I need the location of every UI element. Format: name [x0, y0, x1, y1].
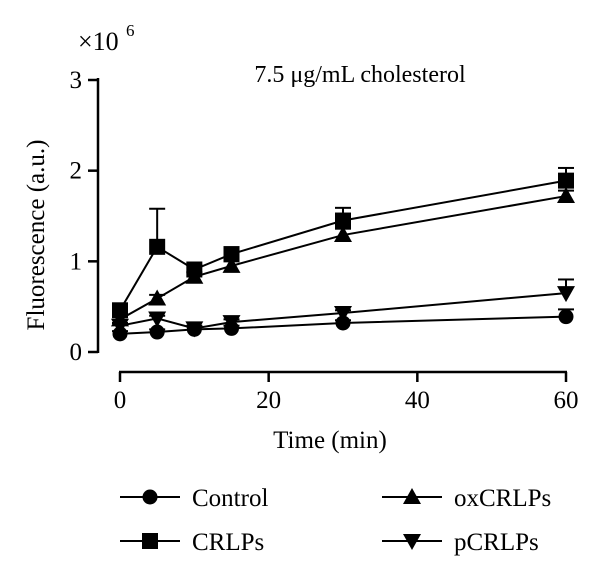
- y-tick-label: 2: [70, 158, 83, 185]
- legend: Control oxCRLPs CRLPs pCRLPs: [120, 485, 551, 556]
- legend-label-oxcrlps: oxCRLPs: [454, 485, 551, 512]
- y-tick-label: 3: [70, 67, 83, 94]
- data-point-pcrlps: [185, 321, 204, 338]
- legend-label-control: Control: [192, 485, 268, 512]
- series-crlps: [112, 166, 574, 319]
- data-point-pcrlps: [222, 315, 241, 332]
- x-tick-label: 60: [554, 387, 579, 414]
- data-point-pcrlps: [334, 306, 352, 323]
- y-multiplier-exponent: 6: [126, 21, 135, 40]
- x-axis-label: Time (min): [273, 427, 387, 454]
- legend-label-pcrlps: pCRLPs: [454, 529, 539, 556]
- legend-label-crlps: CRLPs: [192, 529, 264, 556]
- data-point-pcrlps: [557, 286, 575, 303]
- x-tick-label: 0: [114, 387, 127, 414]
- data-point-control: [558, 309, 574, 325]
- legend-item-pcrlps: pCRLPs: [382, 529, 539, 556]
- y-axis-multiplier: ×10 6: [78, 21, 135, 56]
- chart-title: 7.5 μg/mL cholesterol: [254, 62, 466, 88]
- data-point-oxcrlps: [334, 226, 352, 243]
- y-multiplier-base: ×10: [78, 27, 119, 56]
- data-point-oxcrlps: [557, 187, 575, 204]
- data-point-oxcrlps: [148, 289, 167, 306]
- series-line-crlps: [119, 179, 567, 311]
- legend-marker-oxcrlps: [403, 488, 421, 504]
- legend-marker-pcrlps: [403, 534, 421, 550]
- legend-item-control: Control: [120, 485, 268, 512]
- legend-marker-control: [142, 489, 158, 505]
- data-point-oxcrlps: [222, 256, 241, 273]
- series-pcrlps: [111, 278, 575, 338]
- data-point-crlps: [149, 238, 166, 255]
- data-point-oxcrlps: [185, 267, 204, 284]
- data-point-crlps: [112, 302, 128, 319]
- data-point-crlps: [558, 172, 574, 189]
- legend-item-oxcrlps: oxCRLPs: [382, 485, 551, 512]
- data-point-crlps: [223, 246, 240, 263]
- plot-area: 0 1 2 3 0 20 40 60: [70, 67, 579, 414]
- data-point-control: [149, 324, 165, 340]
- legend-marker-crlps: [142, 533, 158, 549]
- series-line-pcrlps: [119, 292, 567, 330]
- data-point-pcrlps: [111, 318, 129, 335]
- x-tick-label: 40: [405, 387, 430, 414]
- data-point-crlps: [335, 212, 351, 229]
- y-tick-label: 1: [70, 248, 83, 275]
- data-point-pcrlps: [148, 311, 167, 328]
- y-axis-label: Fluorescence (a.u.): [23, 140, 50, 331]
- data-point-control: [335, 315, 351, 331]
- y-tick-label: 0: [70, 339, 83, 366]
- legend-item-crlps: CRLPs: [120, 529, 264, 556]
- x-tick-label: 20: [256, 387, 281, 414]
